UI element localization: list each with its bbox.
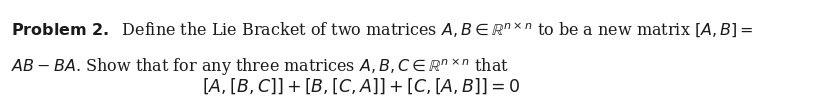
Text: $AB - BA$. Show that for any three matrices $A, B, C \in \mathbb{R}^{n \times n}: $AB - BA$. Show that for any three matri… xyxy=(11,57,509,78)
Text: $\mathbf{Problem\ 2.}$  Define the Lie Bracket of two matrices $A, B \in \mathbb: $\mathbf{Problem\ 2.}$ Define the Lie Br… xyxy=(11,20,754,39)
Text: $[A,[B,C]] + [B,[C,A]] + [C,[A,B]] = 0$: $[A,[B,C]] + [B,[C,A]] + [C,[A,B]] = 0$ xyxy=(202,77,520,96)
